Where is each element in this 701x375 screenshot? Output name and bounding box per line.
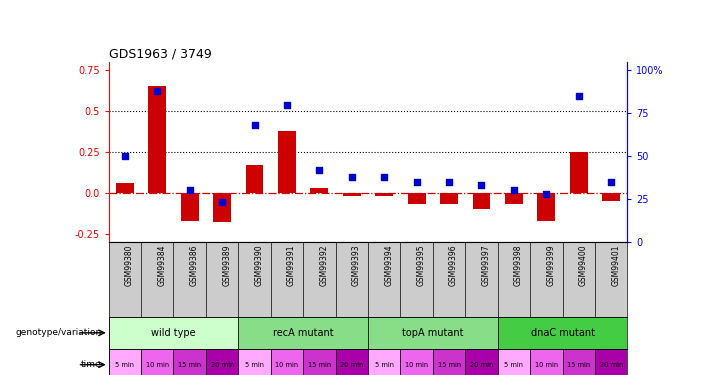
Point	[476, 182, 487, 188]
Text: 5 min: 5 min	[375, 362, 394, 368]
Point	[379, 174, 390, 180]
Bar	[498, 349, 530, 375]
Text: GSM99397: GSM99397	[482, 244, 491, 286]
Point	[606, 179, 617, 185]
Point	[184, 188, 196, 194]
Point	[540, 191, 552, 197]
Text: 20 min: 20 min	[340, 362, 363, 368]
Text: 20 min: 20 min	[470, 362, 493, 368]
Bar	[368, 317, 498, 349]
Bar	[570, 152, 587, 193]
Bar	[109, 349, 141, 375]
Bar	[433, 349, 465, 375]
Bar	[498, 317, 627, 349]
Text: GSM99384: GSM99384	[157, 244, 166, 286]
Bar	[408, 193, 426, 204]
Text: GSM99380: GSM99380	[125, 244, 134, 286]
Text: 20 min: 20 min	[210, 362, 233, 368]
Text: GSM99399: GSM99399	[546, 244, 555, 286]
Bar	[213, 193, 231, 222]
Text: 20 min: 20 min	[599, 362, 622, 368]
Text: GSM99396: GSM99396	[449, 244, 458, 286]
Text: 5 min: 5 min	[116, 362, 135, 368]
Text: 10 min: 10 min	[146, 362, 169, 368]
Text: GSM99386: GSM99386	[190, 244, 198, 286]
Text: 10 min: 10 min	[275, 362, 299, 368]
Text: GSM99398: GSM99398	[514, 244, 523, 286]
Text: 15 min: 15 min	[308, 362, 331, 368]
Bar	[440, 193, 458, 204]
Bar	[206, 349, 238, 375]
Text: GSM99395: GSM99395	[416, 244, 426, 286]
Text: GSM99389: GSM99389	[222, 244, 231, 286]
Bar	[303, 349, 336, 375]
Point	[444, 179, 455, 185]
Bar	[149, 86, 166, 193]
Text: GSM99394: GSM99394	[384, 244, 393, 286]
Bar	[278, 130, 296, 193]
Text: 5 min: 5 min	[505, 362, 524, 368]
Point	[249, 122, 260, 128]
Bar	[238, 317, 368, 349]
Point	[151, 88, 163, 94]
Bar	[245, 165, 264, 193]
Bar	[271, 349, 303, 375]
Point	[411, 179, 422, 185]
Bar	[141, 349, 174, 375]
Bar	[595, 349, 627, 375]
Point	[281, 102, 292, 108]
Text: GSM99390: GSM99390	[254, 244, 264, 286]
Text: 10 min: 10 min	[535, 362, 558, 368]
Bar	[238, 349, 271, 375]
Bar	[375, 193, 393, 196]
Bar	[505, 193, 523, 204]
Text: topA mutant: topA mutant	[402, 328, 463, 338]
Point	[119, 153, 130, 159]
Text: GSM99392: GSM99392	[320, 244, 328, 286]
Bar	[181, 193, 198, 220]
Text: 15 min: 15 min	[178, 362, 201, 368]
Bar	[336, 349, 368, 375]
Text: 15 min: 15 min	[567, 362, 590, 368]
Text: GSM99393: GSM99393	[352, 244, 361, 286]
Point	[217, 200, 228, 206]
Text: GDS1963 / 3749: GDS1963 / 3749	[109, 48, 212, 61]
Bar	[465, 349, 498, 375]
Text: 15 min: 15 min	[437, 362, 461, 368]
Point	[314, 167, 325, 173]
Text: recA mutant: recA mutant	[273, 328, 334, 338]
Text: 10 min: 10 min	[405, 362, 428, 368]
Bar	[116, 183, 134, 193]
Bar	[311, 188, 328, 193]
Point	[573, 93, 585, 99]
Bar	[368, 349, 400, 375]
Bar	[472, 193, 491, 209]
Text: 5 min: 5 min	[245, 362, 264, 368]
Text: dnaC mutant: dnaC mutant	[531, 328, 594, 338]
Text: GSM99401: GSM99401	[611, 244, 620, 286]
Bar	[109, 317, 238, 349]
Bar	[562, 349, 595, 375]
Text: wild type: wild type	[151, 328, 196, 338]
Text: GSM99400: GSM99400	[579, 244, 587, 286]
Point	[346, 174, 358, 180]
Bar	[530, 349, 562, 375]
Text: time: time	[81, 360, 102, 369]
Text: GSM99391: GSM99391	[287, 244, 296, 286]
Bar	[343, 193, 361, 196]
Bar	[602, 193, 620, 201]
Bar	[174, 349, 206, 375]
Text: genotype/variation: genotype/variation	[15, 328, 102, 338]
Point	[508, 188, 519, 194]
Bar	[538, 193, 555, 220]
Bar	[400, 349, 433, 375]
